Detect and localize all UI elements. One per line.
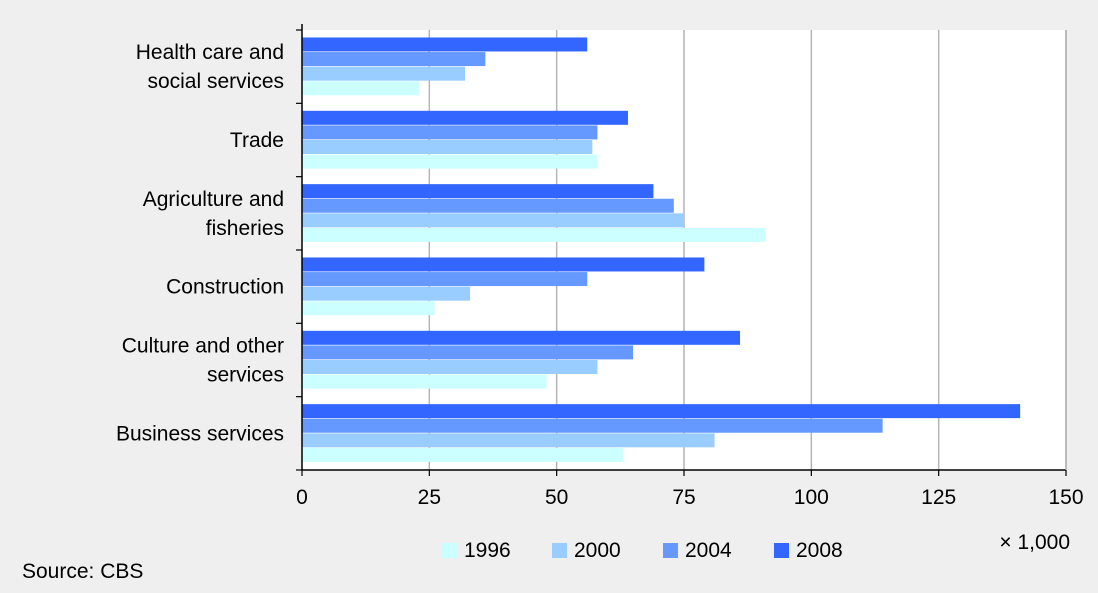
bar-2004-0: [302, 52, 486, 67]
category-label-1: Trade: [230, 129, 284, 152]
x-tick-label: 50: [545, 486, 568, 509]
bar-1996-3: [302, 301, 435, 316]
legend-label-2004: 2004: [685, 539, 732, 562]
bar-2004-1: [302, 125, 598, 140]
category-label-3: Construction: [166, 275, 284, 298]
bar-2008-4: [302, 330, 741, 345]
legend-label-2000: 2000: [574, 539, 621, 562]
legend-label-1996: 1996: [464, 539, 511, 562]
x-tick-label: 0: [296, 486, 308, 509]
category-label-2: Agriculture and fisheries: [143, 187, 284, 239]
bar-1996-5: [302, 447, 623, 462]
legend-swatch-2008: [774, 543, 789, 558]
legend-swatch-2004: [663, 543, 678, 558]
bar-1996-1: [302, 154, 598, 169]
bar-2008-3: [302, 257, 705, 272]
x-tick-label: 75: [672, 486, 695, 509]
bar-2004-2: [302, 198, 674, 213]
bar-2004-4: [302, 345, 634, 360]
bar-2000-1: [302, 140, 593, 154]
x-tick-label: 100: [794, 486, 829, 509]
bar-1996-4: [302, 374, 547, 389]
bar-1996-2: [302, 227, 766, 242]
x-tick-label: 150: [1048, 486, 1083, 509]
bar-2000-3: [302, 286, 471, 301]
legend-swatch-1996: [442, 543, 457, 558]
category-label-0: Health care and social services: [136, 41, 284, 93]
legend-swatch-2000: [552, 543, 567, 558]
bar-2000-2: [302, 213, 684, 228]
source-note: Source: CBS: [22, 560, 144, 583]
category-label-5: Business services: [116, 422, 284, 445]
bar-2008-0: [302, 37, 588, 52]
unit-label: × 1,000: [999, 531, 1070, 554]
bar-2004-3: [302, 272, 588, 287]
bar-2004-5: [302, 418, 883, 433]
bar-2008-5: [302, 404, 1021, 419]
legend-label-2008: 2008: [796, 539, 843, 562]
x-tick-label: 125: [921, 486, 956, 509]
bar-1996-0: [302, 81, 420, 96]
bar-2008-2: [302, 184, 654, 199]
bar-2008-1: [302, 110, 628, 125]
x-tick-label: 25: [418, 486, 441, 509]
bar-2000-0: [302, 66, 465, 81]
bar-2000-5: [302, 433, 715, 448]
bar-2000-4: [302, 360, 598, 374]
category-label-4: Culture and other services: [122, 334, 284, 386]
